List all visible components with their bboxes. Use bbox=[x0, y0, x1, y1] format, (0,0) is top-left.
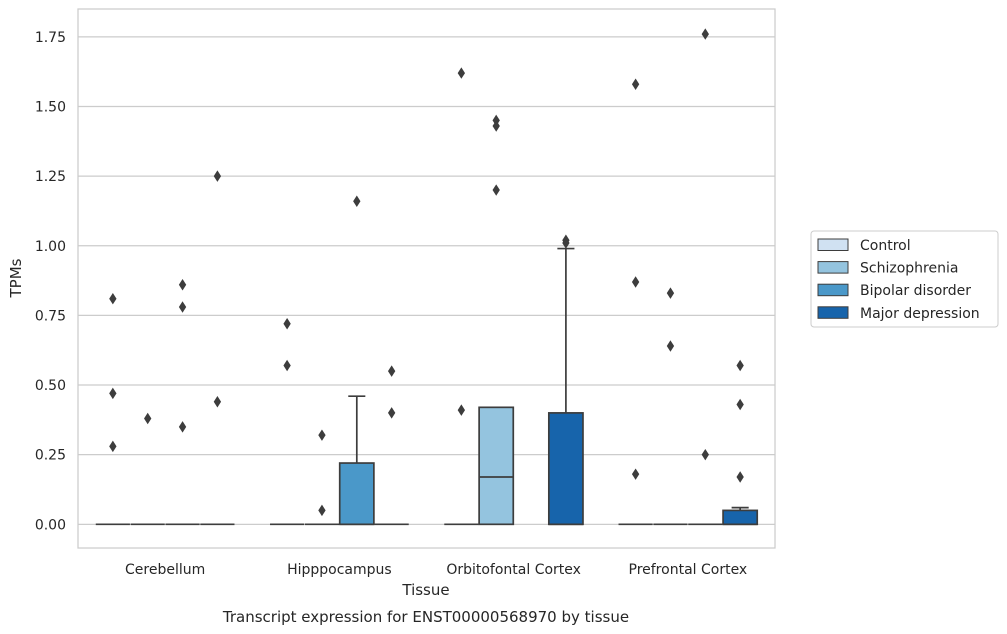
x-tick-label: Hipppocampus bbox=[287, 562, 392, 578]
outlier-point bbox=[353, 195, 361, 207]
box-group bbox=[722, 359, 759, 526]
outlier-point bbox=[213, 396, 222, 408]
box bbox=[722, 509, 759, 526]
outlier-point bbox=[109, 440, 117, 453]
outlier-point bbox=[457, 404, 466, 416]
box-group bbox=[374, 365, 409, 526]
y-tick-label: 0.50 bbox=[35, 378, 66, 394]
legend-item: Major depression bbox=[817, 306, 980, 322]
outlier-point bbox=[213, 170, 222, 182]
outlier-point bbox=[736, 359, 744, 372]
y-tick-label: 1.50 bbox=[35, 99, 66, 115]
outlier-point bbox=[562, 237, 570, 249]
y-axis-title: TPMs bbox=[7, 258, 25, 298]
outlier-point bbox=[666, 287, 675, 299]
legend-swatch bbox=[817, 306, 849, 319]
box-group bbox=[547, 234, 584, 526]
y-tick-label: 0.75 bbox=[35, 308, 66, 324]
legend-label: Bipolar disorder bbox=[860, 283, 971, 299]
y-tick-label: 1.00 bbox=[35, 239, 66, 255]
legend-label: Schizophrenia bbox=[860, 261, 958, 277]
box-group bbox=[95, 292, 130, 526]
legend-item: Control bbox=[817, 238, 911, 254]
box-group bbox=[688, 28, 723, 526]
legend-frame bbox=[810, 230, 999, 328]
outlier-point bbox=[178, 421, 187, 433]
legend-item: Schizophrenia bbox=[817, 261, 958, 277]
box-group bbox=[165, 279, 200, 526]
box-group bbox=[130, 412, 165, 526]
outlier-point bbox=[387, 365, 396, 377]
outlier-point bbox=[283, 359, 291, 372]
legend-swatch bbox=[817, 261, 849, 274]
box-group bbox=[338, 195, 375, 526]
outlier-point bbox=[283, 318, 291, 330]
legend-swatch bbox=[817, 238, 849, 251]
y-tick-label: 0.00 bbox=[35, 517, 66, 533]
outlier-point bbox=[701, 448, 709, 461]
legend: Control Schizophrenia Bipolar disorder Majo… bbox=[810, 230, 999, 328]
y-tick-label: 0.25 bbox=[35, 448, 66, 464]
box-group bbox=[270, 318, 305, 526]
plot-area-frame bbox=[77, 8, 776, 549]
outlier-point bbox=[701, 28, 709, 40]
outlier-point bbox=[178, 279, 187, 291]
box bbox=[547, 412, 584, 526]
outlier-point bbox=[387, 407, 396, 419]
box bbox=[338, 462, 375, 526]
outlier-point bbox=[178, 301, 187, 313]
outlier-point bbox=[109, 292, 117, 305]
x-axis-title: Tissue bbox=[401, 581, 449, 599]
box-group bbox=[444, 67, 479, 526]
outlier-point bbox=[631, 78, 640, 90]
outlier-point bbox=[631, 276, 640, 288]
box-group bbox=[618, 78, 653, 526]
outlier-point bbox=[736, 398, 744, 411]
legend-swatch bbox=[817, 283, 849, 297]
outlier-point bbox=[666, 340, 675, 352]
box-group bbox=[304, 429, 340, 526]
outlier-point bbox=[457, 67, 466, 79]
y-tick-label: 1.75 bbox=[35, 30, 66, 46]
box-group bbox=[653, 287, 688, 526]
x-tick-label: Orbitofontal Cortex bbox=[446, 562, 581, 578]
x-tick-label: Prefrontal Cortex bbox=[629, 562, 748, 578]
y-tick-labels: 0.00 0.25 0.50 0.75 1.00 1.25 1.50 1.75 bbox=[35, 30, 66, 533]
x-tick-label: Cerebellum bbox=[125, 562, 205, 578]
outlier-point bbox=[736, 471, 744, 483]
y-tick-label: 1.25 bbox=[35, 169, 66, 185]
y-gridlines bbox=[78, 36, 775, 525]
box-layer bbox=[95, 28, 759, 526]
x-tick-labels: Cerebellum Hipppocampus Orbitofontal Corte… bbox=[125, 562, 747, 578]
outlier-point bbox=[492, 120, 500, 132]
legend-label: Control bbox=[860, 238, 911, 254]
box-group bbox=[200, 170, 235, 526]
outlier-point bbox=[144, 412, 152, 425]
outlier-point bbox=[109, 387, 117, 400]
outlier-point bbox=[492, 184, 500, 196]
legend-item: Bipolar disorder bbox=[817, 283, 971, 299]
box bbox=[478, 406, 515, 526]
chart-caption: Transcript expression for ENST0000056897… bbox=[222, 608, 629, 626]
outlier-point bbox=[318, 504, 326, 517]
outlier-point bbox=[631, 468, 640, 480]
outlier-point bbox=[318, 429, 326, 441]
legend-label: Major depression bbox=[860, 306, 980, 322]
box-group bbox=[478, 114, 515, 526]
